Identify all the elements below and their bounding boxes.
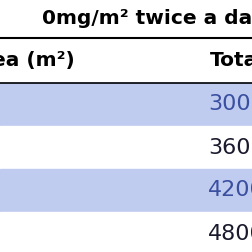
Text: Total: Total	[210, 51, 252, 70]
Bar	[0, 212, 252, 252]
Text: 3000: 3000	[208, 94, 252, 114]
Bar	[0, 38, 252, 83]
Text: 3600: 3600	[208, 138, 252, 158]
Text: 0mg/m² twice a day: 0mg/m² twice a day	[42, 9, 252, 28]
Bar	[0, 83, 252, 126]
Text: ea (m²): ea (m²)	[0, 51, 75, 70]
Bar	[0, 126, 252, 169]
Bar	[0, 0, 252, 38]
Text: 4200: 4200	[208, 180, 252, 201]
Text: 4800: 4800	[208, 224, 252, 243]
Bar	[0, 169, 252, 212]
